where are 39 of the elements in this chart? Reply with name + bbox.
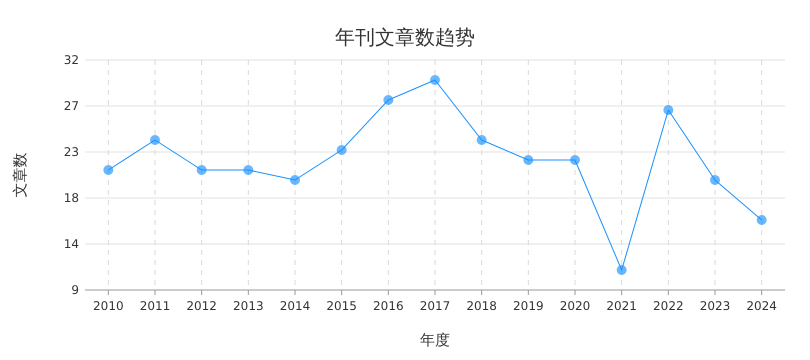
point bbox=[383, 95, 394, 105]
y-tick-label: 18 bbox=[64, 191, 79, 205]
point bbox=[710, 175, 720, 185]
y-tick-label: 32 bbox=[64, 53, 79, 67]
y-tick-label: 9 bbox=[71, 283, 79, 297]
x-tick-label: 2018 bbox=[466, 299, 497, 313]
x-tick-label: 2013 bbox=[233, 299, 264, 313]
point bbox=[756, 215, 767, 225]
x-tick-label: 2015 bbox=[326, 299, 357, 313]
x-tick-label: 2021 bbox=[606, 299, 637, 313]
point bbox=[103, 165, 114, 175]
point bbox=[290, 175, 300, 185]
y-tick-label: 27 bbox=[64, 99, 79, 113]
point bbox=[570, 155, 580, 165]
x-tick-label: 2020 bbox=[560, 299, 590, 313]
x-tick-label: 2014 bbox=[280, 299, 310, 313]
point bbox=[243, 165, 254, 175]
point bbox=[196, 165, 207, 175]
point bbox=[523, 155, 534, 165]
point bbox=[336, 145, 347, 155]
point bbox=[616, 265, 627, 275]
chart-title: 年刊文章数趋势 bbox=[335, 25, 475, 49]
x-tick-label: 2019 bbox=[513, 299, 544, 313]
point bbox=[476, 135, 487, 145]
x-tick-label: 2024 bbox=[746, 299, 777, 313]
point bbox=[150, 135, 160, 145]
x-tick-label: 2022 bbox=[653, 299, 684, 313]
x-axis-title: 年度 bbox=[420, 331, 450, 349]
x-tick-label: 2010 bbox=[93, 299, 124, 313]
x-tick-label: 2023 bbox=[700, 299, 730, 313]
x-tick-label: 2016 bbox=[373, 299, 404, 313]
point bbox=[430, 75, 440, 85]
y-tick-label: 14 bbox=[64, 237, 79, 251]
y-tick-label: 23 bbox=[64, 145, 79, 159]
x-tick-label: 2011 bbox=[140, 299, 170, 313]
x-tick-label: 2017 bbox=[420, 299, 450, 313]
point bbox=[663, 105, 674, 115]
y-axis-title: 文章数 bbox=[11, 152, 29, 198]
x-tick-label: 2012 bbox=[186, 299, 217, 313]
